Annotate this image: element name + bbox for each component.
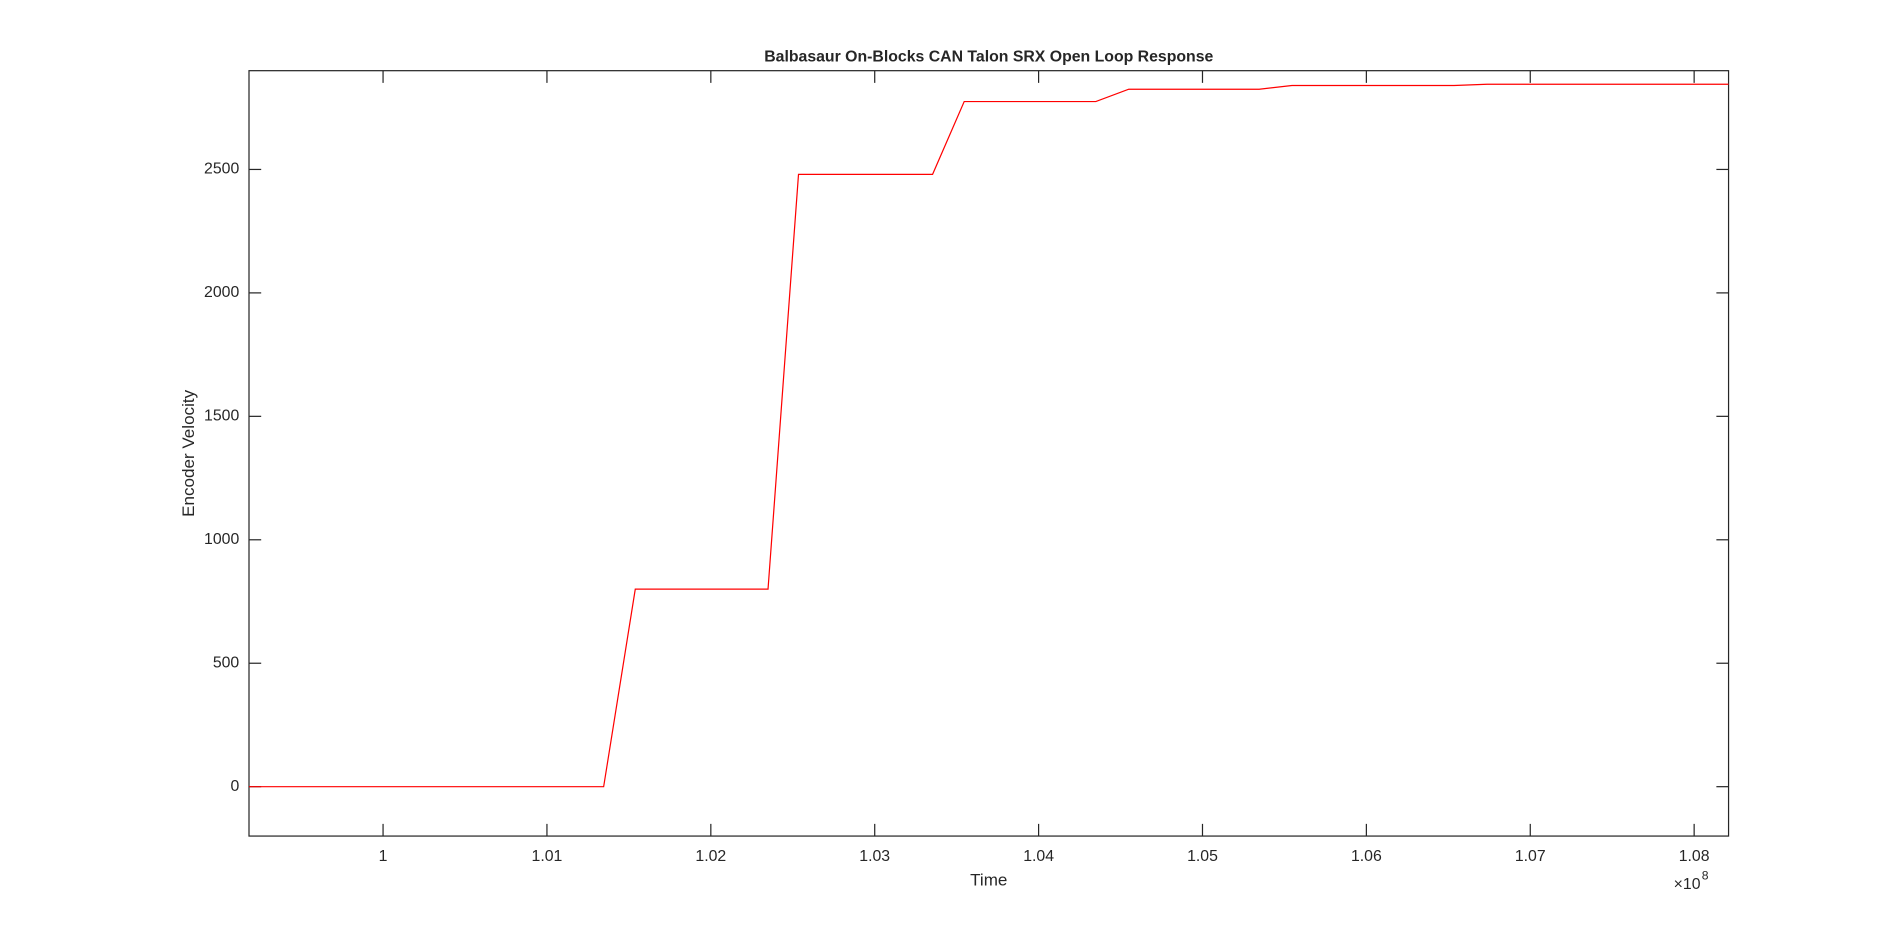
y-tick-label: 2500 — [204, 161, 239, 178]
x-tick-label: 1.05 — [1187, 848, 1218, 865]
x-tick-label: 1.08 — [1679, 848, 1710, 865]
axes-box — [248, 70, 1730, 837]
x-tick-label: 1 — [379, 848, 388, 865]
y-tick-label: 2000 — [204, 284, 239, 301]
y-axis-label: Encoder Velocity — [179, 389, 198, 516]
x-multiplier: ×10 — [1674, 876, 1701, 893]
x-axis-label: Time — [970, 871, 1007, 890]
x-tick-label: 1.03 — [859, 848, 890, 865]
y-tick-label: 500 — [213, 654, 240, 671]
x-tick-label: 1.02 — [695, 848, 726, 865]
x-tick-label: 1.06 — [1351, 848, 1382, 865]
y-tick-label: 1500 — [204, 408, 239, 425]
x-tick-label: 1.07 — [1515, 848, 1546, 865]
y-tick-label: 1000 — [204, 531, 239, 548]
data-line — [248, 83, 1729, 788]
x-tick-label: 1.04 — [1023, 848, 1054, 865]
y-tick-label: 0 — [230, 778, 239, 795]
x-tick-label: 1.01 — [532, 848, 563, 865]
x-multiplier-exponent: 8 — [1702, 869, 1709, 883]
chart-title: Balbasaur On-Blocks CAN Talon SRX Open L… — [764, 48, 1213, 65]
